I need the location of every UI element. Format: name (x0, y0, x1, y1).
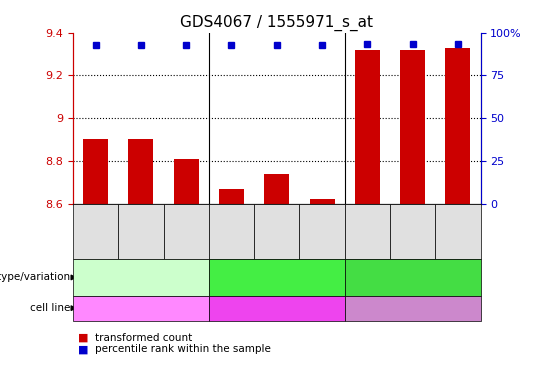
Bar (355, 50, 380, 204)
Text: GSM679725: GSM679725 (227, 202, 236, 257)
Text: ER positive: ER positive (249, 269, 304, 279)
Text: estrogen-independent: estrogen-independent (359, 281, 467, 291)
Title: GDS4067 / 1555971_s_at: GDS4067 / 1555971_s_at (180, 15, 373, 31)
Text: ■: ■ (78, 344, 89, 354)
Text: ■: ■ (78, 333, 89, 343)
Text: GSM679721: GSM679721 (454, 202, 462, 257)
Text: ER negative: ER negative (111, 269, 170, 279)
Text: percentile rank within the sample: percentile rank within the sample (94, 344, 271, 354)
Text: GFP+ and: GFP+ and (388, 269, 437, 279)
Bar (400, 50, 425, 204)
Bar (264, 174, 289, 204)
Text: transformed count: transformed count (94, 333, 192, 343)
Bar (129, 139, 153, 204)
Text: genotype/variation: genotype/variation (0, 272, 70, 283)
Text: GSM679722: GSM679722 (91, 202, 100, 257)
Text: ZR-75-1/GFP/puro: ZR-75-1/GFP/puro (233, 281, 320, 291)
Text: MDA-MB-231/GFP/Neo: MDA-MB-231/GFP/Neo (87, 281, 195, 291)
Text: cell line: cell line (30, 303, 70, 313)
Bar (174, 159, 199, 204)
Bar (83, 139, 108, 204)
Text: GSM679726: GSM679726 (272, 202, 281, 257)
Text: MDA231: MDA231 (114, 302, 167, 314)
Text: GSM679719: GSM679719 (363, 202, 372, 257)
Text: GSM679727: GSM679727 (318, 202, 327, 257)
Text: ZR75: ZR75 (260, 302, 293, 314)
Bar (446, 48, 470, 204)
Text: GSM679724: GSM679724 (181, 202, 191, 257)
Text: GSM679723: GSM679723 (137, 202, 145, 257)
Text: GSM679720: GSM679720 (408, 202, 417, 257)
Bar (219, 189, 244, 204)
Text: B6TC hybrid: B6TC hybrid (375, 302, 451, 314)
Bar (309, 199, 334, 204)
